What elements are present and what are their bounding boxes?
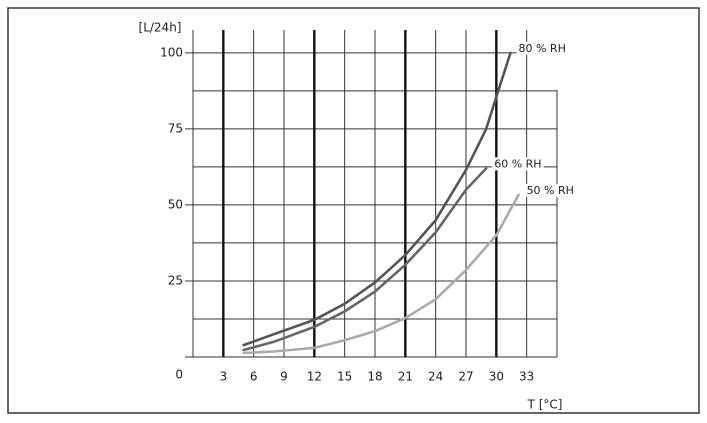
series-label-bg xyxy=(492,157,544,171)
y-axis-label: [L/24h] xyxy=(139,21,182,35)
series-line xyxy=(242,167,488,352)
x-tick-label: 6 xyxy=(250,370,258,384)
x-tick-label: 30 xyxy=(489,370,504,384)
x-tick-label: 18 xyxy=(367,370,382,384)
series-line xyxy=(242,51,512,347)
x-tick-label: 21 xyxy=(398,370,413,384)
series-label: 80 % RH xyxy=(518,42,565,55)
x-tick-label: 3 xyxy=(220,370,228,384)
series-label-bg xyxy=(516,41,568,55)
y-tick-label: 25 xyxy=(168,273,183,287)
x-tick-label: 12 xyxy=(307,370,322,384)
x-tick-label: 33 xyxy=(519,370,534,384)
series-label: 50 % RH xyxy=(527,184,574,197)
y-tick-label: 50 xyxy=(168,197,183,211)
series-label: 60 % RH xyxy=(494,157,541,170)
x-tick-label: 27 xyxy=(458,370,473,384)
frame xyxy=(7,7,700,414)
x-tick-label: 9 xyxy=(280,370,288,384)
y-tick-label: 0 xyxy=(175,368,183,382)
x-tick-label: 24 xyxy=(428,370,443,384)
y-tick-label: 100 xyxy=(160,45,183,59)
x-tick-label: 15 xyxy=(337,370,352,384)
series-label-bg xyxy=(524,183,576,197)
series-line xyxy=(242,193,520,355)
x-axis-label: T [°C] xyxy=(527,398,563,412)
y-tick-label: 75 xyxy=(168,121,183,135)
